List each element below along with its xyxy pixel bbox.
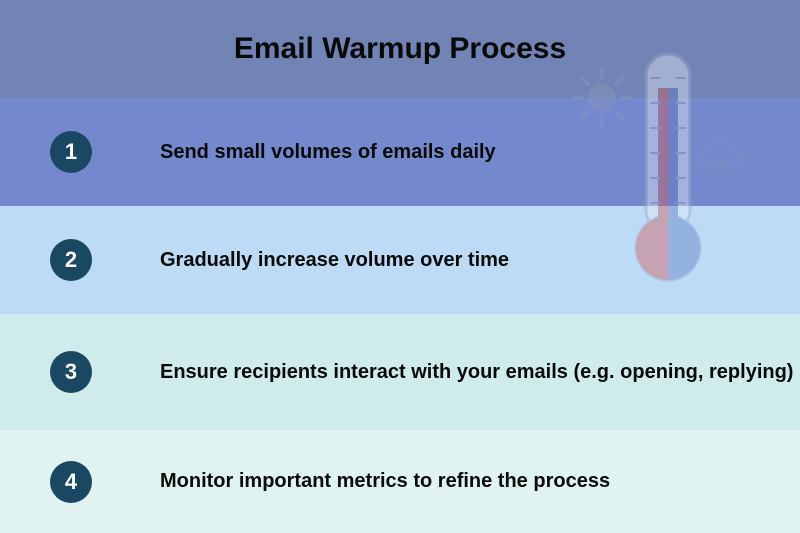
step-badge-1: 1 (50, 131, 92, 173)
step-row-1: 1 Send small volumes of emails daily (0, 98, 800, 206)
header-bar: Email Warmup Process (0, 0, 800, 98)
step-text-1: Send small volumes of emails daily (160, 139, 496, 166)
step-row-2: 2 Gradually increase volume over time (0, 206, 800, 314)
step-number: 4 (65, 469, 77, 495)
step-badge-4: 4 (50, 461, 92, 503)
step-row-3: 3 Ensure recipients interact with your e… (0, 314, 800, 430)
step-row-4: 4 Monitor important metrics to refine th… (0, 430, 800, 533)
step-text-2: Gradually increase volume over time (160, 247, 509, 274)
step-badge-2: 2 (50, 239, 92, 281)
step-number: 2 (65, 247, 77, 273)
page-title: Email Warmup Process (234, 32, 566, 66)
step-text-4: Monitor important metrics to refine the … (160, 468, 610, 495)
step-badge-3: 3 (50, 351, 92, 393)
step-text-3: Ensure recipients interact with your ema… (160, 359, 793, 386)
step-number: 1 (65, 139, 77, 165)
step-number: 3 (65, 359, 77, 385)
